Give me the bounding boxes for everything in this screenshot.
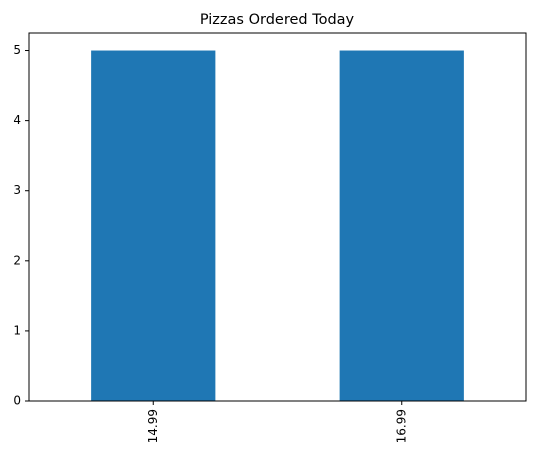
bar xyxy=(91,50,216,402)
bar xyxy=(339,50,464,402)
y-tick-label: 3 xyxy=(13,183,21,197)
y-tick-label: 5 xyxy=(13,43,21,57)
y-tick-label: 0 xyxy=(13,394,21,408)
x-tick-label: 16.99 xyxy=(394,409,408,443)
y-tick-label: 4 xyxy=(13,113,21,127)
y-tick-label: 2 xyxy=(13,253,21,267)
plot-frame xyxy=(28,32,527,402)
x-tick-label: 14.99 xyxy=(146,409,160,443)
y-tick-label: 1 xyxy=(13,323,21,337)
chart-title: Pizzas Ordered Today xyxy=(200,12,355,28)
